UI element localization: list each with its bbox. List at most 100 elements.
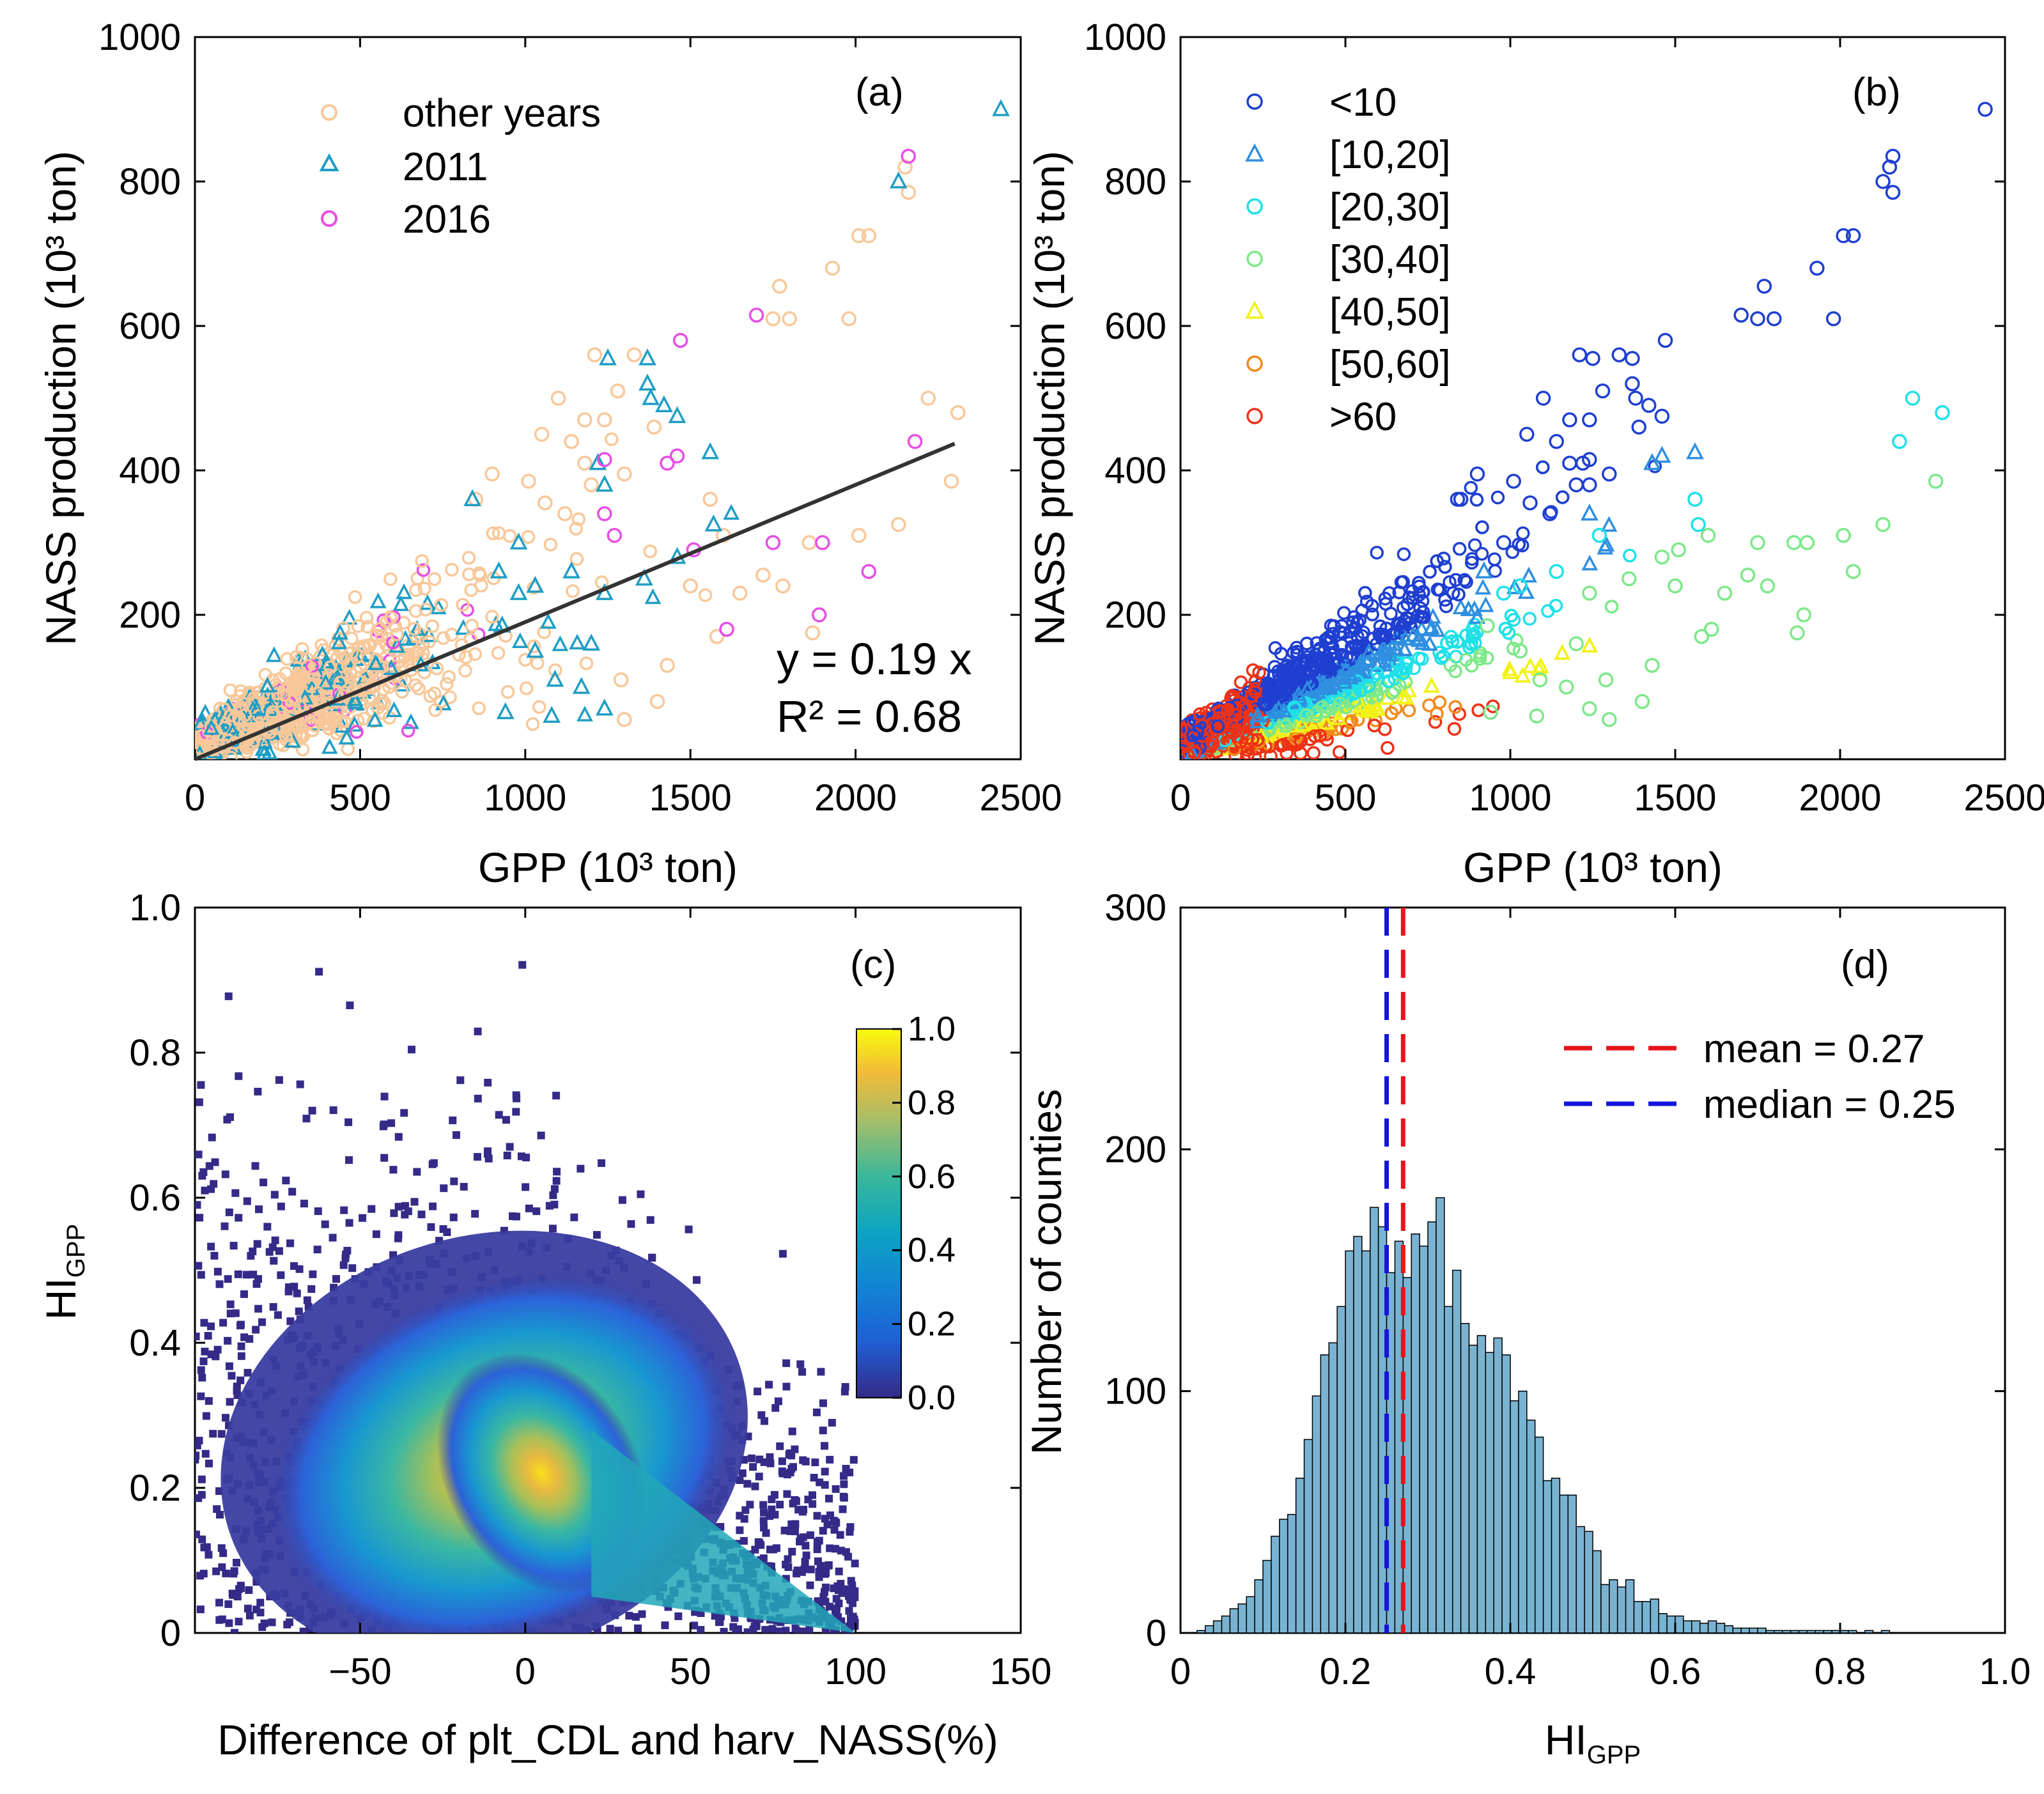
scatter-point-bin <box>1245 732 1260 747</box>
scatter-point-cloud <box>569 522 583 536</box>
scatter-point-cloud <box>366 711 383 727</box>
scatter-point-bin <box>1875 517 1891 532</box>
scatter-point-bin <box>1504 608 1519 623</box>
scatter-point-bin <box>1836 228 1851 244</box>
density-point <box>798 1628 806 1633</box>
scatter-point-bin <box>1935 405 1950 421</box>
scatter-point-cloud <box>363 638 378 652</box>
scatter-point-cloud <box>521 530 536 544</box>
scatter-point-bin <box>1361 683 1375 698</box>
scatter-point-cloud <box>373 621 388 636</box>
scatter-point-cloud <box>375 629 389 643</box>
scatter-point-cloud <box>249 700 265 716</box>
scatter-point-cloud <box>396 615 411 630</box>
density-point <box>387 1119 396 1127</box>
scatter-point-bin <box>1645 658 1660 673</box>
scatter-point-bin <box>1439 599 1453 614</box>
density-point <box>782 1382 791 1391</box>
scatter-point-bin <box>1381 741 1395 755</box>
scatter-point-cloud <box>569 552 584 566</box>
density-point <box>235 1072 243 1080</box>
density-point <box>236 1376 245 1384</box>
scatter-point-bin <box>1317 661 1331 676</box>
scatter-point-bin <box>1542 506 1558 522</box>
scatter-point-cloud <box>462 567 476 582</box>
scatter-point-bin <box>1337 606 1351 620</box>
scatter-point-cloud <box>419 594 436 610</box>
scatter-point-bin <box>1549 434 1564 449</box>
scatter-point-cloud <box>330 633 348 649</box>
scatter-point-cloud <box>341 742 355 756</box>
legend-label-bin: [20,30] <box>1329 185 1451 229</box>
scatter-point-cloud <box>228 736 242 750</box>
scatter-point-bin <box>1294 746 1308 759</box>
scatter-point-2011 <box>595 699 614 716</box>
scatter-point-bin <box>1536 460 1550 474</box>
scatter-point-bin <box>1368 700 1385 716</box>
scatter-point-bin <box>1464 481 1478 495</box>
density-point <box>237 1352 245 1360</box>
density-point <box>218 1615 226 1623</box>
scatter-point-cloud <box>472 701 486 716</box>
scatter-point-bin <box>1421 635 1438 651</box>
scatter-point-other-years <box>851 527 867 543</box>
scatter-point-bin <box>1248 684 1262 699</box>
density-point <box>782 1359 791 1367</box>
scatter-point-bin <box>1496 585 1512 601</box>
scatter-point-cloud <box>394 676 411 692</box>
density-point <box>226 1398 234 1406</box>
scatter-point-2011 <box>889 171 908 189</box>
scatter-point-cloud <box>289 650 304 664</box>
scatter-point-bin <box>1602 466 1617 482</box>
density-point <box>224 1600 233 1608</box>
scatter-point-other-years <box>891 517 906 532</box>
x-tick-label: 1000 <box>484 777 566 819</box>
scatter-point-bin <box>1457 573 1472 587</box>
density-point <box>793 1570 801 1578</box>
scatter-point-bin <box>1562 455 1577 471</box>
scatter-point-bin <box>1786 535 1802 550</box>
density-point <box>263 1223 272 1231</box>
density-point <box>394 1203 403 1211</box>
scatter-point-bin <box>1480 618 1495 633</box>
scatter-point-bin <box>1326 626 1340 641</box>
scatter-point-other-years <box>613 672 629 688</box>
density-point <box>787 1451 796 1460</box>
scatter-point-bin <box>1352 653 1370 669</box>
y-tick-label: 1000 <box>1084 17 1166 58</box>
scatter-point-cloud <box>525 717 540 731</box>
scatter-point-bin <box>1519 426 1535 442</box>
scatter-point-other-years <box>557 506 573 522</box>
density-point <box>233 1559 241 1567</box>
scatter-point-other-years <box>782 311 797 327</box>
scatter-point-bin <box>1740 568 1756 583</box>
density-point <box>851 1559 859 1568</box>
scatter-point-bin <box>1397 666 1411 681</box>
panel-a-legend: other years 2011 2016 <box>319 91 601 242</box>
scatter-point-2016 <box>669 448 685 464</box>
scatter-point-bin <box>1885 148 1901 164</box>
scatter-point-bin <box>1756 279 1772 294</box>
density-point <box>739 1536 748 1545</box>
scatter-point-bin <box>1483 704 1498 720</box>
scatter-point-bin <box>1448 700 1462 714</box>
y-tick-label: 800 <box>1104 161 1166 203</box>
scatter-point-cloud <box>338 729 355 745</box>
panel-a-frame <box>194 36 1022 761</box>
x-tick-label: 0 <box>1170 777 1191 819</box>
scatter-point-bin <box>1330 709 1347 725</box>
scatter-point-bin <box>1580 504 1599 521</box>
density-point <box>235 1618 243 1626</box>
scatter-point-bin <box>1428 715 1443 729</box>
scatter-point-cloud <box>357 711 371 726</box>
scatter-point-bin <box>1928 474 1944 489</box>
density-point <box>692 1276 701 1284</box>
scatter-point-cloud <box>390 668 405 682</box>
fit-equation: y = 0.19 x <box>777 634 972 684</box>
scatter-point-bin <box>1767 311 1782 327</box>
scatter-point-bin <box>1598 536 1615 552</box>
scatter-point-bin <box>1506 474 1521 489</box>
scatter-point-bin <box>1516 526 1530 541</box>
scatter-point-bin <box>1372 644 1390 660</box>
